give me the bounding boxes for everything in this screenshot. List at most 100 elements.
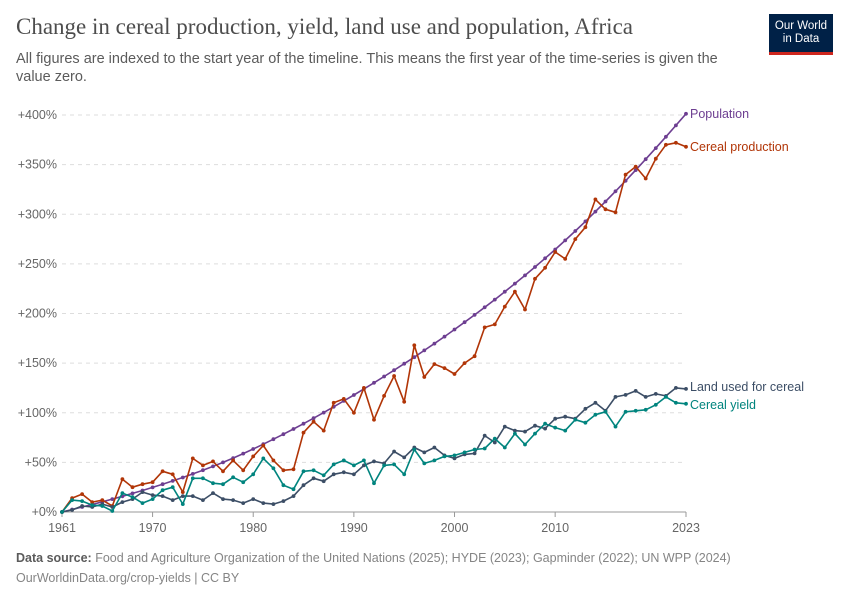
data-source-text: Food and Agriculture Organization of the… <box>95 551 731 565</box>
data-point-cereal-production <box>643 176 648 181</box>
y-tick-label: +300% <box>18 207 57 221</box>
grid-lines <box>62 114 686 463</box>
data-point-population <box>150 485 155 490</box>
data-point-population <box>382 374 386 379</box>
series-line-population <box>61 113 687 513</box>
data-point-population <box>301 421 306 426</box>
y-tick-label: +100% <box>18 406 57 420</box>
x-axis: 1961 1970 1980 1990 2000 2010 2023 <box>48 511 700 535</box>
data-point-population <box>392 368 396 373</box>
data-source: Data source: Food and Agriculture Organi… <box>16 548 731 568</box>
data-point-cereal-production <box>422 375 427 379</box>
data-point-cereal-yield <box>221 482 225 487</box>
data-point-cereal-yield <box>593 412 598 417</box>
data-point-population <box>482 305 487 310</box>
data-point-cereal-yield <box>281 483 286 488</box>
data-point-cereal-yield <box>231 475 236 480</box>
data-point-cereal-yield <box>160 488 165 493</box>
data-point-land-used-for-cereal <box>120 500 125 504</box>
data-point-cereal-production <box>563 257 568 261</box>
data-point-population <box>492 297 497 302</box>
data-point-land-used-for-cereal <box>190 494 195 498</box>
data-point-population <box>653 146 658 150</box>
data-point-land-used-for-cereal <box>140 490 145 494</box>
data-point-population <box>251 447 256 451</box>
data-point-population <box>271 437 276 442</box>
data-point-cereal-production <box>311 419 316 424</box>
x-tick-label: 1970 <box>139 521 167 535</box>
data-point-land-used-for-cereal <box>674 386 678 390</box>
data-point-population <box>372 380 376 385</box>
data-point-cereal-yield <box>362 458 366 463</box>
logo-line-1: Our World <box>774 20 828 32</box>
data-point-population <box>352 393 356 397</box>
data-point-cereal-production <box>613 210 618 215</box>
data-point-cereal-production <box>362 386 366 390</box>
data-point-cereal-production <box>462 361 467 365</box>
data-point-population <box>432 341 437 346</box>
data-point-land-used-for-cereal <box>502 424 507 429</box>
series-label-land-used-for-cereal: Land used for cereal <box>690 380 804 394</box>
data-point-population <box>201 468 205 473</box>
source-url[interactable]: OurWorldinData.org/crop-yields | CC BY <box>16 571 240 585</box>
data-point-land-used-for-cereal <box>261 501 266 505</box>
data-point-population <box>563 238 568 243</box>
data-point-cereal-yield <box>211 481 215 486</box>
data-point-cereal-production <box>170 472 175 477</box>
data-point-cereal-yield <box>392 462 396 467</box>
series-lines <box>60 111 688 514</box>
data-point-cereal-production <box>513 289 517 294</box>
data-point-land-used-for-cereal <box>623 393 628 397</box>
data-point-land-used-for-cereal <box>271 502 276 506</box>
data-point-cereal-production <box>190 456 195 461</box>
data-point-population <box>442 334 447 339</box>
data-point-cereal-yield <box>201 476 205 481</box>
x-tick-label: 2000 <box>441 521 469 535</box>
series-label-cereal-production: Cereal production <box>690 140 789 154</box>
logo-line-2: in Data <box>782 33 820 45</box>
data-point-cereal-yield <box>331 462 336 467</box>
data-point-cereal-production <box>653 156 658 161</box>
data-point-land-used-for-cereal <box>201 498 205 502</box>
data-point-population <box>502 289 507 294</box>
x-tick-label: 1980 <box>239 521 267 535</box>
data-point-population <box>684 111 688 116</box>
data-point-population <box>110 497 115 501</box>
data-point-land-used-for-cereal <box>221 497 225 501</box>
data-point-population <box>593 209 598 214</box>
owid-logo[interactable]: Our World in Data <box>769 14 833 55</box>
data-point-cereal-production <box>553 250 558 254</box>
data-point-population <box>513 281 517 286</box>
series-line-cereal-production <box>61 141 687 513</box>
data-point-land-used-for-cereal <box>593 400 598 405</box>
data-point-cereal-yield <box>462 450 467 455</box>
data-point-cereal-production <box>251 454 256 459</box>
data-source-label: Data source: <box>16 551 92 565</box>
data-point-population <box>170 479 175 483</box>
data-point-cereal-production <box>432 362 437 366</box>
data-point-cereal-yield <box>533 431 537 436</box>
x-tick-label: 1961 <box>48 521 76 535</box>
data-point-cereal-yield <box>653 402 658 407</box>
data-point-land-used-for-cereal <box>291 494 296 498</box>
data-point-cereal-yield <box>100 504 105 508</box>
data-point-cereal-yield <box>442 454 447 459</box>
data-point-population <box>613 189 618 194</box>
data-point-population <box>422 348 427 353</box>
data-point-cereal-yield <box>150 497 155 501</box>
data-point-population <box>190 472 195 476</box>
data-point-land-used-for-cereal <box>160 494 165 498</box>
data-point-land-used-for-cereal <box>331 472 336 477</box>
data-point-cereal-yield <box>603 409 608 414</box>
data-point-cereal-production <box>150 480 155 485</box>
data-point-cereal-yield <box>482 446 487 451</box>
data-point-cereal-production <box>291 467 296 472</box>
data-point-land-used-for-cereal <box>452 456 457 461</box>
data-point-cereal-yield <box>60 510 64 514</box>
data-point-population <box>603 199 608 204</box>
data-point-cereal-yield <box>90 503 95 507</box>
line-chart[interactable]: +0% +50% +100% +150% +200% +250% +300% +350% +40… <box>0 95 850 535</box>
data-point-population <box>160 482 165 487</box>
data-point-cereal-production <box>301 430 306 435</box>
data-point-cereal-yield <box>573 417 578 422</box>
